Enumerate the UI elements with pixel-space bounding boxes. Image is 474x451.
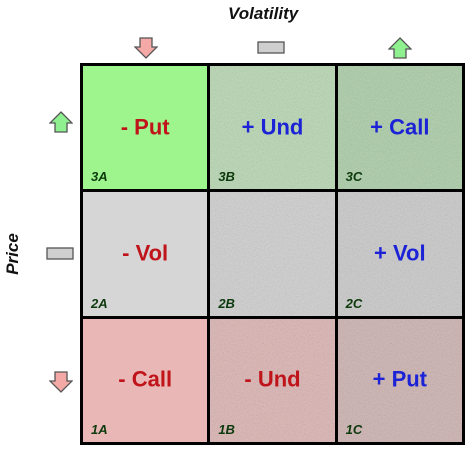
volatility-neutral-bar-icon [257, 41, 285, 54]
cell-label: - Und [244, 366, 301, 392]
cell-3b: + Und 3B [210, 66, 335, 190]
cell-code: 3B [218, 169, 235, 185]
cell-code: 1B [218, 421, 235, 437]
cell-code: 1A [91, 421, 108, 437]
cell-1a: - Call 1A [83, 318, 208, 442]
cell-label: - Call [118, 366, 173, 392]
cell-label: - Vol [122, 240, 169, 266]
cell-label: - Put [120, 114, 170, 140]
cell-code: 2A [91, 295, 108, 311]
volatility-down-arrow-icon [134, 37, 158, 59]
payoff-matrix-grid: - Put 3A + Und 3B + Call 3C - Vol 2A 2B + Vol 2C - … [80, 63, 465, 445]
volatility-axis-title: Volatility [228, 4, 299, 23]
cell-label: + Call [370, 114, 430, 140]
price-up-arrow-icon [49, 111, 73, 133]
cell-code: 3A [91, 169, 108, 185]
cell-code: 2C [345, 295, 363, 311]
cell-texture [337, 192, 462, 316]
price-neutral-bar-icon [46, 247, 74, 260]
cell-1c: + Put 1C [337, 318, 462, 442]
cell-label: + Und [241, 114, 304, 140]
volatility-up-arrow-icon [388, 37, 412, 59]
price-down-arrow-icon [49, 371, 73, 393]
cell-texture [210, 66, 335, 190]
cell-3a: - Put 3A [83, 66, 208, 190]
cell-label: + Vol [374, 240, 426, 266]
cell-2b: 2B [210, 192, 335, 316]
cell-code: 2B [218, 295, 235, 311]
cell-label: + Put [372, 366, 428, 392]
cell-2c: + Vol 2C [337, 192, 462, 316]
cell-texture [210, 318, 335, 442]
cell-code: 3C [345, 169, 363, 185]
cell-2a: - Vol 2A [83, 192, 208, 316]
cell-texture [337, 66, 462, 190]
cell-3c: + Call 3C [337, 66, 462, 190]
cell-1b: - Und 1B [210, 318, 335, 442]
cell-texture [210, 192, 335, 316]
cell-code: 1C [345, 421, 363, 437]
cell-texture [337, 318, 462, 442]
price-axis-title: Price [2, 233, 22, 275]
